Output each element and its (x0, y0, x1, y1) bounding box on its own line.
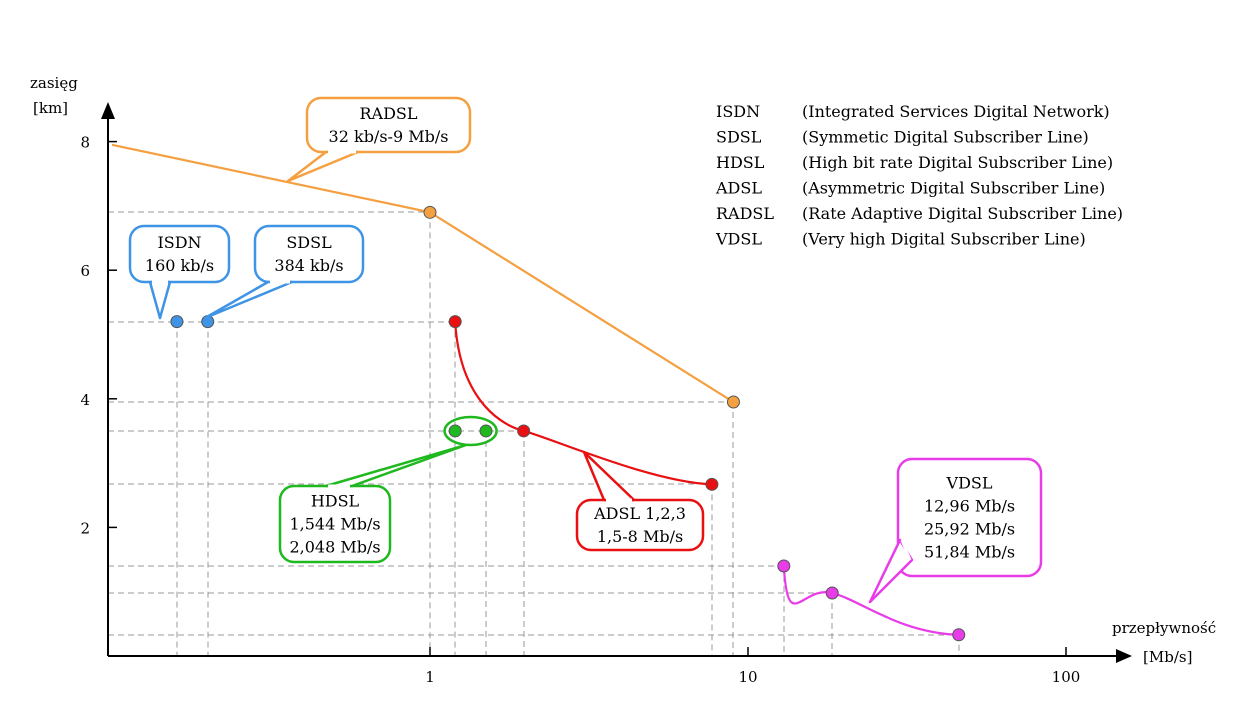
x-tick-label: 1 (425, 668, 435, 686)
legend-abbr: VDSL (715, 230, 762, 249)
hdsl-callout-line: HDSL (311, 492, 360, 511)
radsl-callout: RADSL 32 kb/s-9 Mb/s (286, 96, 472, 183)
legend-desc: (Symmetic Digital Subscriber Line) (802, 128, 1089, 147)
isdn-point (170, 315, 184, 329)
y-tick-label: 4 (80, 391, 90, 409)
legend-desc: (Integrated Services Digital Network) (802, 102, 1110, 121)
vdsl-callout-line: 25,92 Mb/s (924, 520, 1015, 539)
vdsl-point (825, 586, 839, 600)
radsl-callout-line: RADSL (359, 104, 417, 123)
hdsl-group-ellipse (443, 415, 498, 447)
sdsl-callout-line: 384 kb/s (274, 256, 343, 275)
vdsl-callout-line: 51,84 Mb/s (924, 543, 1015, 562)
radsl-callout-pointer (286, 150, 360, 183)
vdsl-callout-line: 12,96 Mb/s (924, 497, 1015, 516)
legend-desc: (Very high Digital Subscriber Line) (802, 230, 1086, 249)
legend-desc: (Asymmetric Digital Subscriber Line) (802, 179, 1105, 198)
sdsl-callout-box (253, 224, 365, 284)
callouts: RADSL 32 kb/s-9 Mb/s ISDN 160 kb/s SDSL 384 k… (128, 96, 1043, 604)
vdsl-callout-line: VDSL (946, 474, 993, 493)
y-axis-label: zasięg (30, 74, 78, 92)
isdn-callout-line: ISDN (157, 233, 201, 252)
adsl-point (448, 315, 462, 329)
legend-abbr: SDSL (716, 128, 762, 147)
adsl-point (517, 424, 531, 438)
y-axis-unit: [km] (33, 99, 68, 117)
legend-abbr: HDSL (716, 153, 765, 172)
sdsl-callout-line: SDSL (286, 233, 332, 252)
y-ticks: 2 4 6 8 (80, 134, 117, 537)
series-layer (111, 143, 966, 642)
y-axis-arrow (101, 102, 115, 119)
x-axis-label: przepływność (1112, 619, 1216, 637)
adsl-callout: ADSL 1,2,3 1,5-8 Mb/s (575, 450, 705, 552)
hdsl-point (479, 424, 493, 438)
vdsl-callout-box (896, 457, 1043, 578)
hdsl-callout-line: 1,544 Mb/s (289, 515, 380, 534)
adsl-callout-line: ADSL 1,2,3 (593, 504, 686, 523)
adsl-callout-box (575, 498, 705, 552)
sdsl-callout: SDSL 384 kb/s (203, 224, 365, 320)
y-tick-label: 2 (80, 519, 90, 537)
x-tick-label: 100 (1052, 668, 1081, 686)
isdn-callout-line: 160 kb/s (145, 256, 214, 275)
x-tick-label: 10 (738, 668, 757, 686)
axes: 1 10 100 2 4 6 8 zasięg [km] przepływność [Mb… (30, 74, 1216, 686)
adsl-line (454, 321, 712, 486)
vdsl-point (777, 559, 791, 573)
isdn-callout-pointer (148, 280, 172, 320)
hdsl-point (448, 424, 462, 438)
radsl-point (726, 395, 740, 409)
legend-abbr: ISDN (716, 102, 760, 121)
hdsl-callout-line: 2,048 Mb/s (289, 538, 380, 557)
legend-desc: (Rate Adaptive Digital Subscriber Line) (802, 204, 1123, 223)
legend-abbr: RADSL (716, 204, 774, 223)
vdsl-point (952, 628, 966, 642)
adsl-callout-pointer (582, 450, 636, 502)
vdsl-callout-joint (900, 539, 912, 561)
x-axis-unit: [Mb/s] (1143, 648, 1192, 666)
y-tick-label: 6 (80, 262, 90, 280)
legend-desc: (High bit rate Digital Subscriber Line) (802, 153, 1113, 172)
isdn-callout: ISDN 160 kb/s (128, 224, 231, 320)
legend: ISDN (Integrated Services Digital Network… (715, 102, 1123, 249)
x-axis-arrow (1116, 649, 1132, 663)
legend-abbr: ADSL (715, 179, 762, 198)
radsl-callout-line: 32 kb/s-9 Mb/s (329, 127, 449, 146)
vdsl-callout: VDSL 12,96 Mb/s 25,92 Mb/s 51,84 Mb/s (868, 457, 1043, 604)
x-ticks: 1 10 100 (425, 647, 1080, 686)
adsl-callout-line: 1,5-8 Mb/s (597, 527, 683, 546)
sdsl-callout-pointer (203, 280, 294, 320)
isdn-callout-box (128, 224, 231, 284)
y-tick-label: 8 (80, 134, 90, 152)
hdsl-callout: HDSL 1,544 Mb/s 2,048 Mb/s (278, 443, 468, 564)
hdsl-callout-pointer (324, 443, 468, 488)
radsl-point (423, 205, 437, 219)
radsl-callout-box (305, 96, 472, 154)
adsl-point (705, 477, 719, 491)
